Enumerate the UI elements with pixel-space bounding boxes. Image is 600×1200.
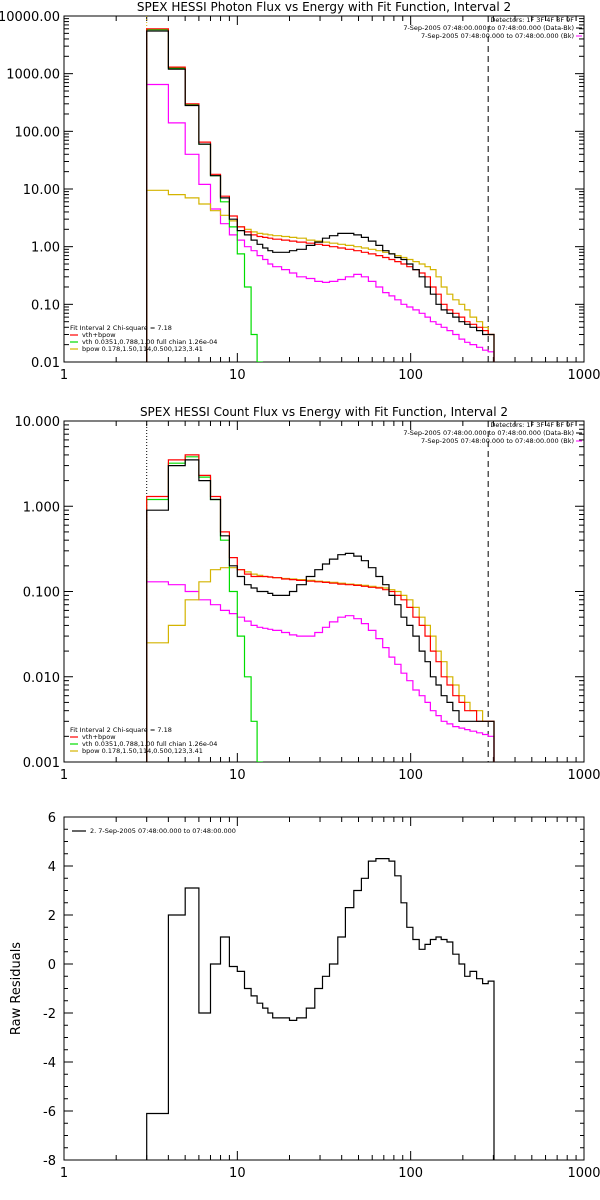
y-tick-label: 10.000 [15, 415, 61, 430]
chart-panel-3: 1 10 100 1000 6 4 2 0 -2 -4 -6 -8 Raw Residuals 2. 7-… [9, 811, 600, 1181]
x-tick-label: 10 [229, 368, 246, 383]
header-line: 7-Sep-2005 07:48:00.000 to 07:48:00.000 … [403, 24, 574, 32]
y-tick-label: 6 [48, 811, 56, 826]
plot-frame [63, 816, 585, 1161]
series-bkg [146, 83, 495, 362]
legend-title: Fit Interval 2 Chi-square = 7.18 [70, 324, 172, 332]
plot-frame [63, 420, 585, 763]
plot-area [146, 16, 495, 362]
plot-frame [63, 15, 585, 363]
x-tick-label: 1000 [567, 1166, 600, 1181]
chart-panel-1: SPEX HESSI Photon Flux vs Energy with Fi… [0, 0, 600, 383]
header-line: 7-Sep-2005 07:48:00.000 to 07:48:00.000 … [421, 437, 574, 445]
legend-label: bpow 0.178,1.50,114,0.500,123,3.41 [82, 345, 203, 353]
y-tick-label: 10.00 [23, 183, 60, 198]
x-tick-label: 100 [398, 768, 423, 783]
y-tick-label: 0 [48, 958, 56, 973]
x-tick-label: 1000 [567, 368, 600, 383]
x-tick-label: 100 [398, 368, 423, 383]
x-tick-label: 1 [60, 1166, 68, 1181]
y-tick-label: 0.010 [23, 671, 60, 686]
plot-area [146, 858, 495, 1160]
legend-label: bpow 0.178,1.50,114,0.500,123,3.41 [82, 747, 203, 755]
y-tick-label: 1.00 [31, 241, 60, 256]
legend-label: vth 0.0351,0.788,1.00 full chian 1.26e-0… [82, 338, 217, 346]
series-data [146, 459, 495, 762]
y-tick-label: 10000.00 [0, 10, 60, 25]
y-tick-label: 0.01 [31, 356, 60, 371]
legend-label: vth 0.0351,0.788,1.00 full chian 1.26e-0… [82, 740, 217, 748]
header-line: Detectors: 1F 3F 4F 8F 9F [490, 16, 574, 24]
y-tick-label: 0.10 [31, 298, 60, 313]
legend-label: vth+bpow [82, 331, 116, 339]
series-bkg [146, 581, 495, 762]
series-vth [146, 456, 263, 762]
y-axis-label: Raw Residuals [9, 942, 24, 1035]
y-tick-label: -6 [43, 1105, 56, 1120]
plot-area [146, 421, 495, 762]
chart-title: SPEX HESSI Count Flux vs Energy with Fit… [140, 405, 508, 419]
header-line: 7-Sep-2005 07:48:00.000 to 07:48:00.000 … [403, 429, 574, 437]
legend-label: vth+bpow [82, 733, 116, 741]
legend-label: 2. 7-Sep-2005 07:48:00.000 to 07:48:00.0… [90, 827, 236, 835]
x-tick-label: 1 [60, 368, 68, 383]
y-tick-label: 1.000 [23, 500, 60, 515]
header-line: 7-Sep-2005 07:48:00.000 to 07:48:00.000 … [421, 32, 574, 40]
chart-panel-2: SPEX HESSI Count Flux vs Energy with Fit… [15, 405, 600, 783]
chart-title: SPEX HESSI Photon Flux vs Energy with Fi… [137, 0, 511, 14]
y-tick-label: 0.100 [23, 586, 60, 601]
series-data [146, 858, 495, 1160]
series-total [146, 454, 495, 762]
y-tick-label: -4 [43, 1056, 56, 1071]
series-data [146, 30, 495, 362]
x-tick-label: 100 [398, 1166, 423, 1181]
y-tick-label: 1000.00 [6, 68, 60, 83]
y-tick-label: -8 [43, 1154, 56, 1169]
y-tick-label: 4 [48, 860, 56, 875]
y-tick-label: 2 [48, 909, 56, 924]
y-tick-label: -2 [43, 1007, 56, 1022]
y-tick-label: 100.00 [15, 125, 61, 140]
x-tick-label: 10 [229, 1166, 246, 1181]
legend-title: Fit Interval 2 Chi-square = 7.18 [70, 726, 172, 734]
x-tick-label: 10 [229, 768, 246, 783]
series-total [146, 28, 495, 362]
x-tick-label: 1 [60, 768, 68, 783]
series-bpow [146, 189, 495, 362]
x-tick-label: 1000 [567, 768, 600, 783]
series-bpow [146, 567, 495, 762]
y-tick-label: 0.001 [23, 756, 60, 771]
header-line: Detectors: 1F 3F 4F 8F 9F [490, 421, 574, 429]
series-vth [146, 29, 263, 362]
